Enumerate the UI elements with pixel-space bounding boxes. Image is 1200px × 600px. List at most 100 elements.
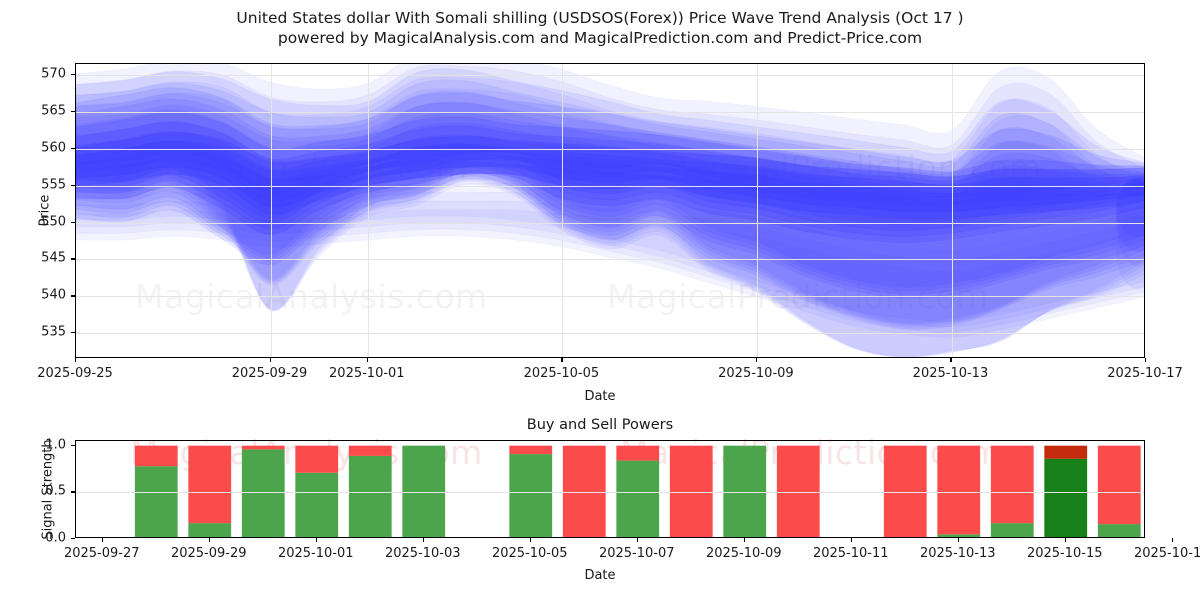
- date-tick-label: 2025-10-15: [1026, 546, 1103, 561]
- wave-band-segment: [76, 79, 1144, 326]
- date-tick-mark: [636, 538, 638, 542]
- wave-band-end-cap: [1116, 174, 1144, 267]
- date-tick-mark: [957, 538, 959, 542]
- date-tick-mark: [101, 538, 103, 542]
- date-tick-label: 2025-10-07: [598, 546, 675, 561]
- sell-power-bar[interactable]: [134, 445, 178, 467]
- sell-power-bar[interactable]: [669, 445, 713, 538]
- price-axis-title: Price: [37, 194, 53, 227]
- date-tick-mark: [561, 358, 563, 362]
- wave-band-segment: [76, 130, 1144, 238]
- date-tick-mark: [269, 358, 271, 362]
- sell-power-bar[interactable]: [1044, 445, 1088, 459]
- wave-band-end-cap: [1124, 178, 1144, 197]
- price-gridline: [76, 259, 1144, 261]
- buy-power-bar[interactable]: [402, 445, 446, 538]
- signal-tick-mark: [71, 444, 75, 446]
- price-tick-mark: [71, 184, 75, 186]
- signal-tick-label: 1.0: [45, 437, 66, 453]
- date-gridline: [562, 64, 564, 357]
- price-tick-label: 565: [41, 103, 66, 119]
- wave-band-segment: [76, 101, 1144, 331]
- wave-band-segment: [76, 98, 1144, 292]
- date-tick-mark: [422, 538, 424, 542]
- signal-tick-label: 0.5: [45, 483, 66, 499]
- date-tick-label: 2025-09-27: [63, 546, 140, 561]
- sell-power-bar[interactable]: [295, 445, 339, 473]
- date-tick-label: 2025-10-09: [718, 366, 794, 381]
- wave-band-end-cap: [1130, 179, 1144, 190]
- buy-power-bar[interactable]: [295, 472, 339, 538]
- price-tick-label: 545: [41, 250, 66, 266]
- date-tick-label: 2025-10-05: [523, 366, 600, 381]
- buy-power-bar[interactable]: [937, 534, 981, 538]
- date-tick-label: 2025-09-25: [37, 366, 113, 381]
- date-tick-mark: [1145, 358, 1147, 362]
- wave-band-segment: [76, 120, 1144, 299]
- date-gridline: [951, 64, 953, 357]
- wave-band-segment: [76, 109, 1144, 296]
- buy-power-bar[interactable]: [1044, 458, 1088, 538]
- date-tick-mark: [75, 358, 77, 362]
- sell-power-bar[interactable]: [188, 445, 232, 524]
- wave-band-end-cap: [1116, 178, 1144, 238]
- buy-power-bar[interactable]: [616, 460, 660, 538]
- price-tick-mark: [71, 221, 75, 223]
- sell-power-bar[interactable]: [616, 445, 660, 461]
- figure-title-line-2: powered by MagicalAnalysis.com and Magic…: [277, 29, 923, 47]
- sell-power-bar[interactable]: [1097, 445, 1141, 525]
- wave-band-segment: [76, 90, 1144, 328]
- wave-band-segment: [76, 183, 1144, 322]
- wave-band-segment: [76, 157, 1144, 220]
- wave-band-segment: [76, 87, 1144, 288]
- buy-power-bar[interactable]: [723, 445, 767, 538]
- sell-power-bar[interactable]: [509, 445, 553, 455]
- sell-power-bar[interactable]: [990, 445, 1034, 524]
- buy-power-bar[interactable]: [509, 454, 553, 538]
- sell-power-bar[interactable]: [348, 445, 392, 456]
- date-tick-label: 2025-10-01: [329, 366, 405, 381]
- sell-power-bar[interactable]: [241, 445, 285, 450]
- sell-power-bar[interactable]: [937, 445, 981, 535]
- price-tick-mark: [71, 258, 75, 260]
- buy-power-bar[interactable]: [1097, 524, 1141, 538]
- date-tick-label: 2025-10-11: [812, 546, 889, 561]
- sell-power-bar[interactable]: [776, 445, 820, 538]
- price-wave-chart: Price Date 535 540 545 550 555 560 565 570 2025-…: [37, 63, 1183, 404]
- date-tick-mark: [315, 538, 317, 542]
- price-gridline: [76, 148, 1144, 150]
- date-tick-mark: [755, 358, 758, 362]
- date-axis-title-bottom: Date: [584, 568, 616, 583]
- sell-power-bar[interactable]: [562, 445, 606, 538]
- signal-gridline: [76, 492, 1144, 494]
- wave-band-segment: [76, 140, 1144, 206]
- price-gridline: [76, 296, 1144, 298]
- figure-title: United States dollar With Somali shillin…: [0, 8, 1200, 48]
- wave-band-end-cap: [1116, 215, 1144, 289]
- buy-power-bar[interactable]: [348, 455, 392, 538]
- date-tick-label: 2025-09-29: [170, 546, 247, 561]
- wave-band-segment: [76, 76, 1144, 357]
- price-tick-label: 555: [41, 177, 66, 193]
- buy-power-bar[interactable]: [134, 466, 178, 538]
- price-tick-label: 535: [41, 324, 66, 340]
- buy-power-bar[interactable]: [241, 449, 285, 538]
- price-gridline: [76, 185, 1144, 187]
- buy-power-bar[interactable]: [188, 523, 232, 538]
- buy-power-bar[interactable]: [990, 523, 1034, 538]
- wave-band-segment: [76, 64, 1144, 357]
- wave-band-segment: [76, 68, 1144, 324]
- buy-sell-powers-title: Buy and Sell Powers: [526, 417, 674, 433]
- date-tick-label: 2025-10-05: [491, 546, 568, 561]
- buy-sell-plot-area: [75, 440, 1145, 538]
- buy-sell-bars: [134, 445, 1141, 538]
- date-tick-label: 2025-10-13: [912, 366, 989, 381]
- price-gridline: [76, 111, 1144, 113]
- date-tick-mark: [529, 538, 531, 542]
- date-tick-mark: [1064, 538, 1066, 542]
- price-gridline: [76, 222, 1144, 224]
- sell-power-bar[interactable]: [883, 445, 927, 538]
- date-tick-label: 2025-10-01: [277, 546, 354, 561]
- signal-tick-mark: [71, 538, 75, 540]
- date-tick-label: 2025-10-03: [384, 546, 461, 561]
